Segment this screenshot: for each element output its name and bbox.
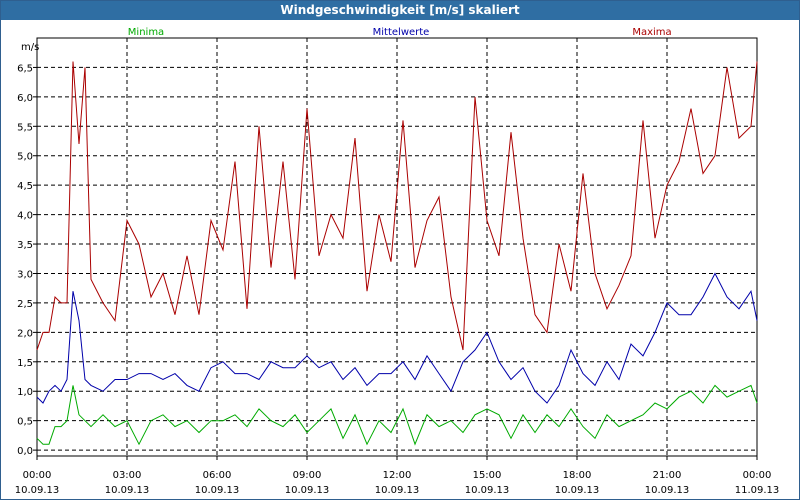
x-tick-time: 21:00 (653, 470, 682, 481)
y-tick-label: 6,5 (17, 63, 33, 74)
x-tick-date: 10.09.13 (645, 485, 690, 496)
y-tick-label: 5,5 (17, 122, 33, 133)
x-tick-date: 10.09.13 (15, 485, 60, 496)
y-tick-label: 5,0 (17, 152, 33, 163)
y-tick-label: 2,5 (17, 299, 33, 310)
y-tick-label: 3,5 (17, 240, 33, 251)
y-tick-label: 1,0 (17, 387, 33, 398)
series-lines (36, 61, 758, 446)
x-tick-time: 15:00 (473, 470, 502, 481)
plot-area (36, 37, 758, 457)
series-line-maxima (36, 61, 758, 351)
x-tick-time: 18:00 (563, 470, 592, 481)
x-tick-time: 12:00 (383, 470, 412, 481)
y-tick-label: 6,0 (17, 93, 33, 104)
window-title: Windgeschwindigkeit [m/s] skaliert (1, 1, 799, 20)
axes: 0,0 0,5 1,0 1,5 2,0 2,5 3,0 3,5 4,0 4,5 5,0 5,5 6,0 6… (15, 63, 780, 496)
x-tick-time: 03:00 (113, 470, 142, 481)
x-tick-date: 10.09.13 (105, 485, 150, 496)
x-tick-date: 10.09.13 (555, 485, 600, 496)
y-tick-label: 0,5 (17, 417, 33, 428)
y-tick-label: 0,0 (17, 446, 33, 457)
y-tick-label: 2,0 (17, 328, 33, 339)
x-tick-time: 09:00 (293, 470, 322, 481)
x-tick-date: 10.09.13 (195, 485, 240, 496)
x-tick-date: 10.09.13 (285, 485, 330, 496)
series-line-minima (36, 384, 758, 446)
y-tick-label: 1,5 (17, 358, 33, 369)
legend-mittelwerte: Mittelwerte (373, 27, 430, 38)
x-tick-time: 00:00 (743, 470, 772, 481)
x-tick-time: 06:00 (203, 470, 232, 481)
x-tick-date: 10.09.13 (465, 485, 510, 496)
y-tick-label: 4,0 (17, 211, 33, 222)
series-line-mittelwerte (36, 272, 758, 404)
y-tick-label: 4,5 (17, 181, 33, 192)
legend-minima: Minima (128, 27, 164, 38)
legend-maxima: Maxima (632, 27, 671, 38)
y-tick-label: 3,0 (17, 269, 33, 280)
x-tick-date: 10.09.13 (375, 485, 420, 496)
x-tick-time: 00:00 (23, 470, 52, 481)
y-axis-unit-label: m/s (21, 42, 39, 53)
x-tick-date: 11.09.13 (735, 485, 780, 496)
